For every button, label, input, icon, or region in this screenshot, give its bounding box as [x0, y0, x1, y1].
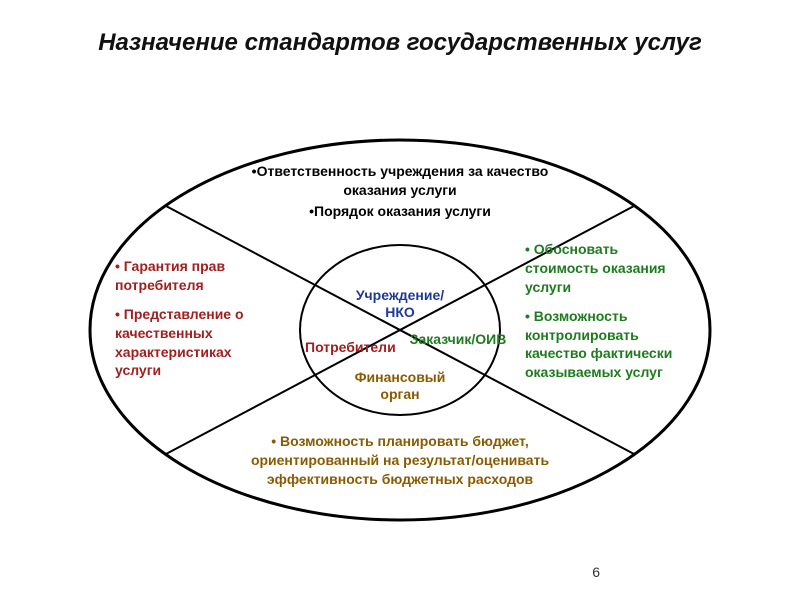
page-number: 6 — [592, 564, 600, 580]
segment-left: • Гарантия прав потребителя • Представле… — [115, 255, 280, 382]
segment-bottom: • Возможность планировать бюджет, ориент… — [220, 430, 580, 491]
center-right: Заказчик/ОИВ — [408, 314, 508, 348]
right-b1: • Обосновать стоимость оказания услуги — [525, 240, 695, 297]
left-b1: • Гарантия прав потребителя — [115, 257, 280, 295]
segment-right: • Обосновать стоимость оказания услуги •… — [525, 238, 695, 384]
segment-top: •Ответственность учреждения за качество … — [250, 160, 550, 223]
right-b2: • Возможность контролировать качество фа… — [525, 307, 695, 383]
center-bottom: Финансовый орган — [345, 352, 455, 402]
center-top: Учреждение/ НКО — [350, 270, 450, 320]
left-b2: • Представление о качественных характери… — [115, 305, 280, 381]
center-left: Потребители — [305, 322, 415, 356]
top-b1: •Ответственность учреждения за качество … — [250, 162, 550, 200]
page-title: Назначение стандартов государственных ус… — [0, 28, 800, 58]
bottom-b1: • Возможность планировать бюджет, ориент… — [220, 432, 580, 489]
top-b2: •Порядок оказания услуги — [250, 202, 550, 221]
